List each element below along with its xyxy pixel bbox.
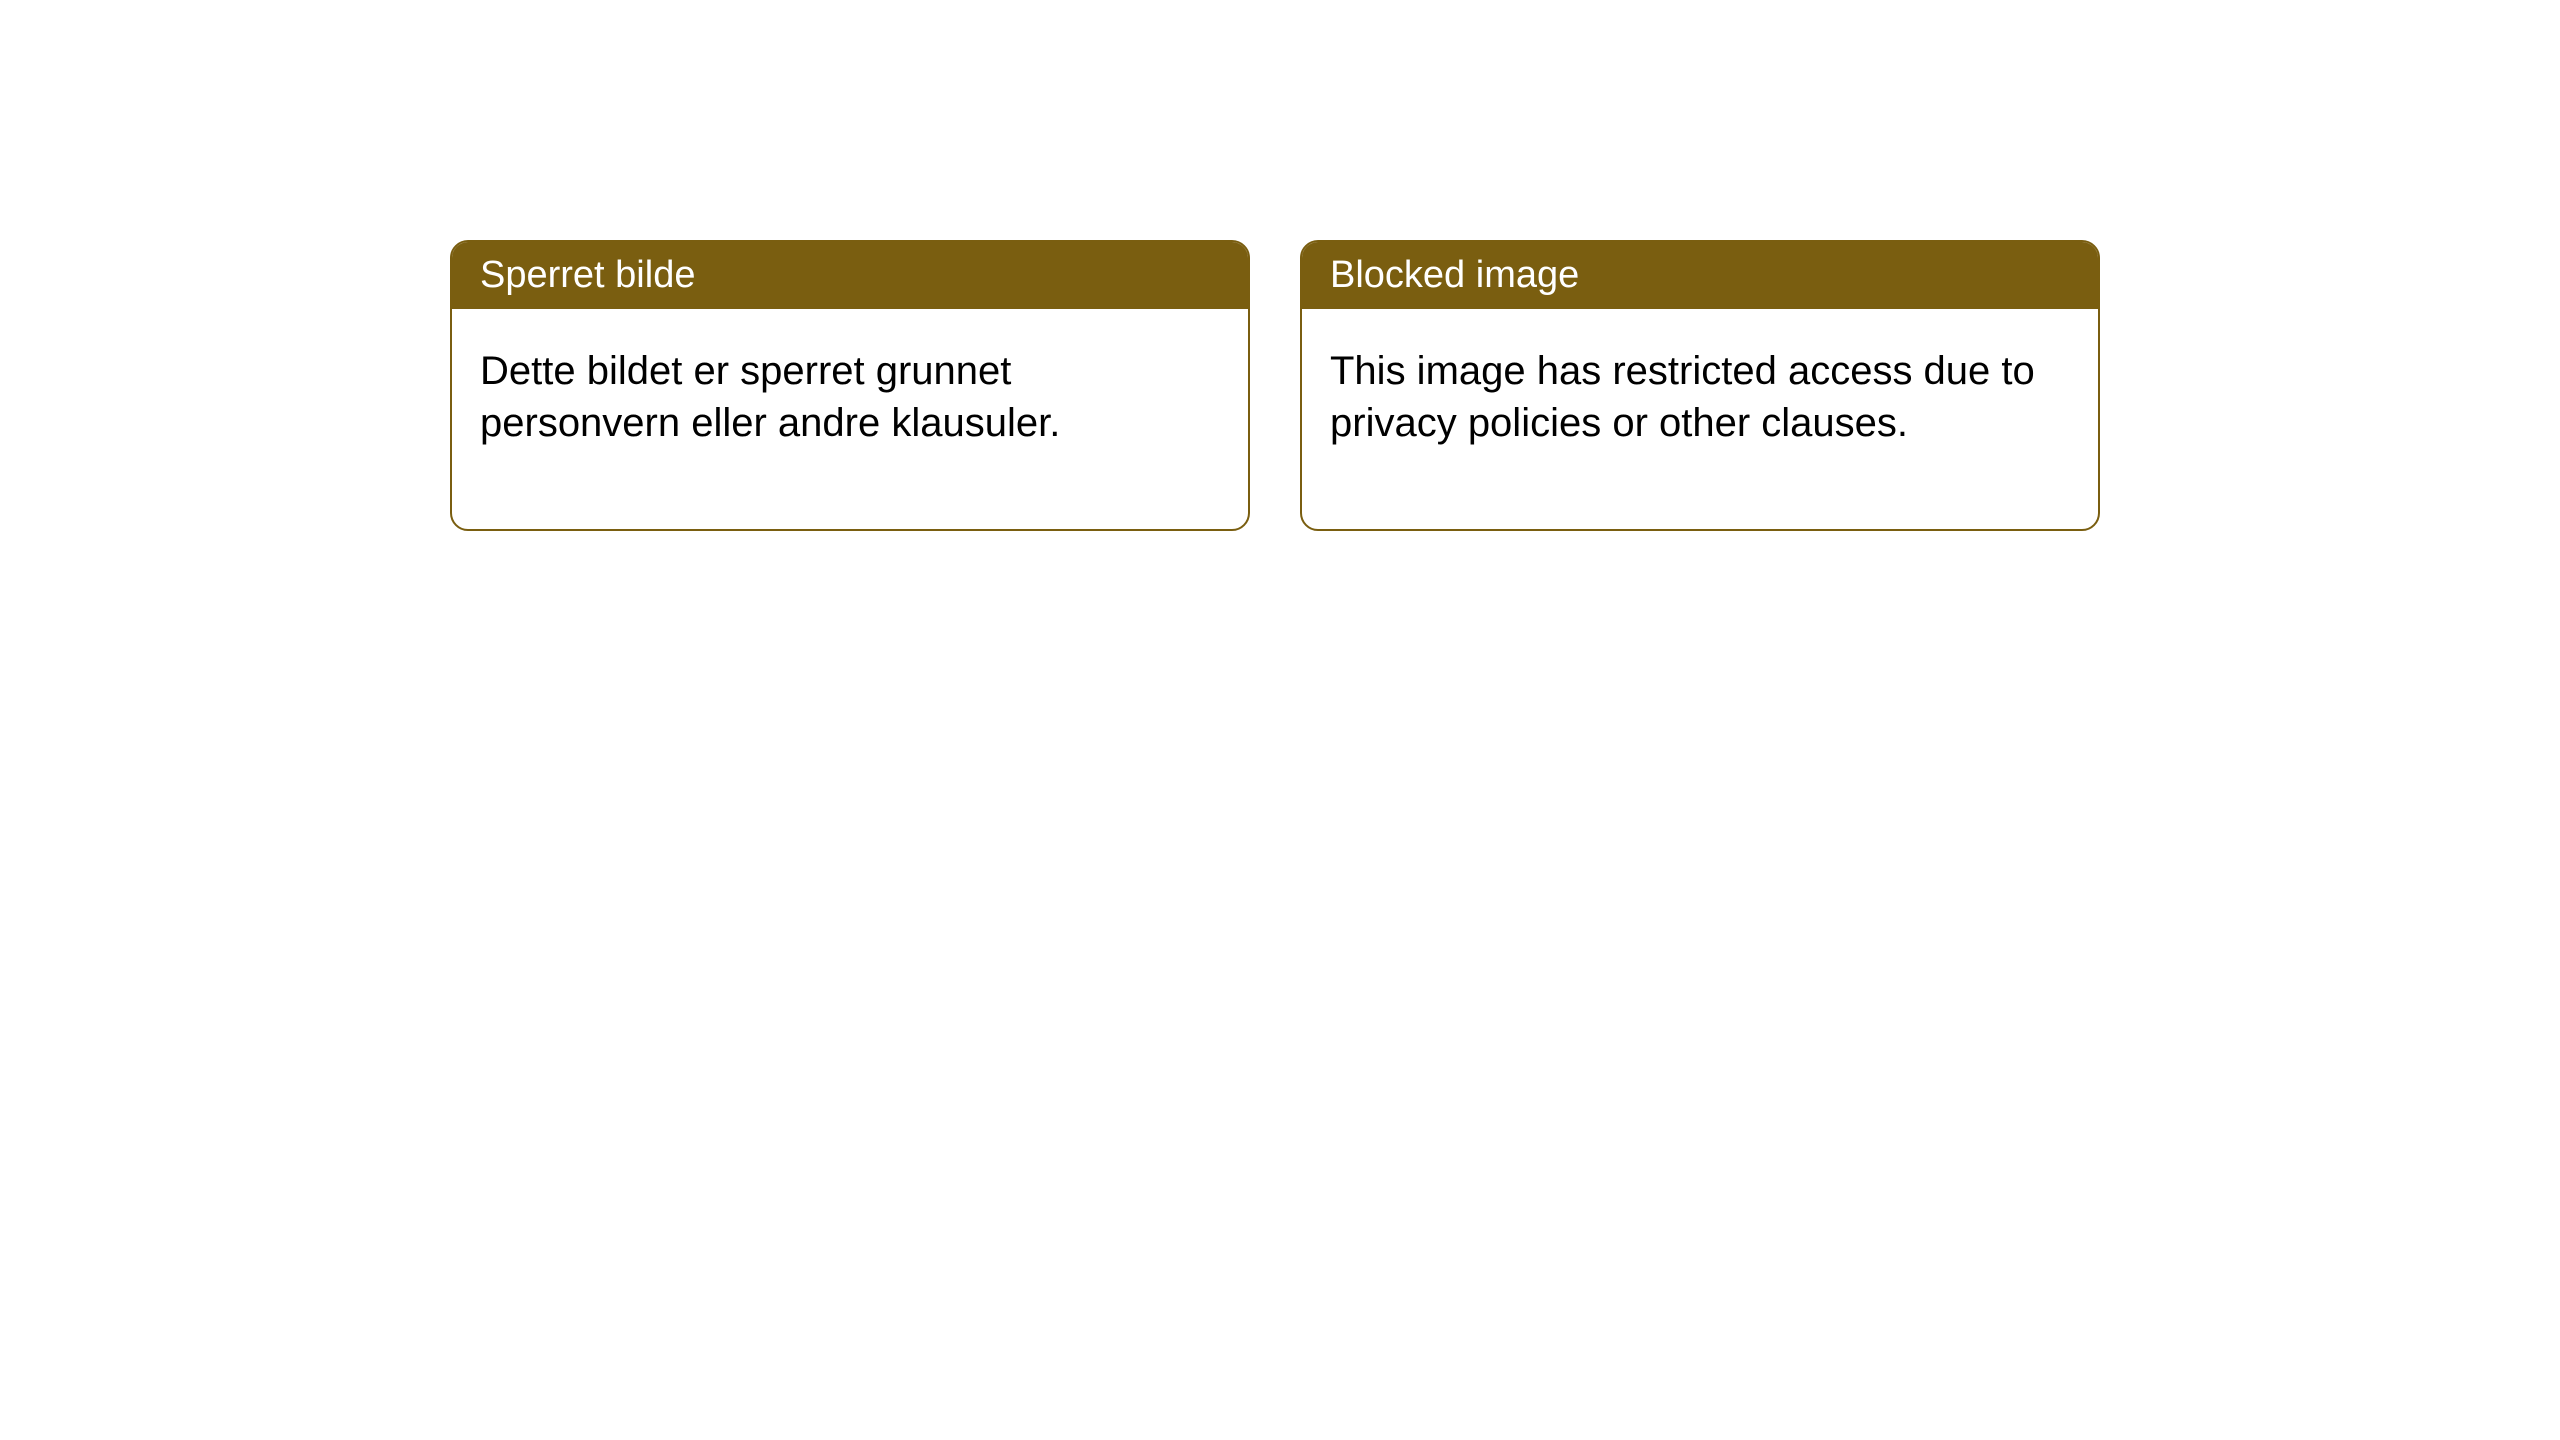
notice-body: This image has restricted access due to …: [1302, 309, 2098, 529]
notice-body: Dette bildet er sperret grunnet personve…: [452, 309, 1248, 529]
notice-header: Sperret bilde: [452, 242, 1248, 309]
notice-title: Blocked image: [1330, 254, 1579, 296]
notice-card-no: Sperret bilde Dette bildet er sperret gr…: [450, 240, 1250, 531]
notice-title: Sperret bilde: [480, 254, 695, 296]
notice-container: Sperret bilde Dette bildet er sperret gr…: [450, 240, 2100, 531]
notice-card-en: Blocked image This image has restricted …: [1300, 240, 2100, 531]
notice-body-text: Dette bildet er sperret grunnet personve…: [480, 349, 1060, 445]
notice-body-text: This image has restricted access due to …: [1330, 349, 2035, 445]
notice-header: Blocked image: [1302, 242, 2098, 309]
